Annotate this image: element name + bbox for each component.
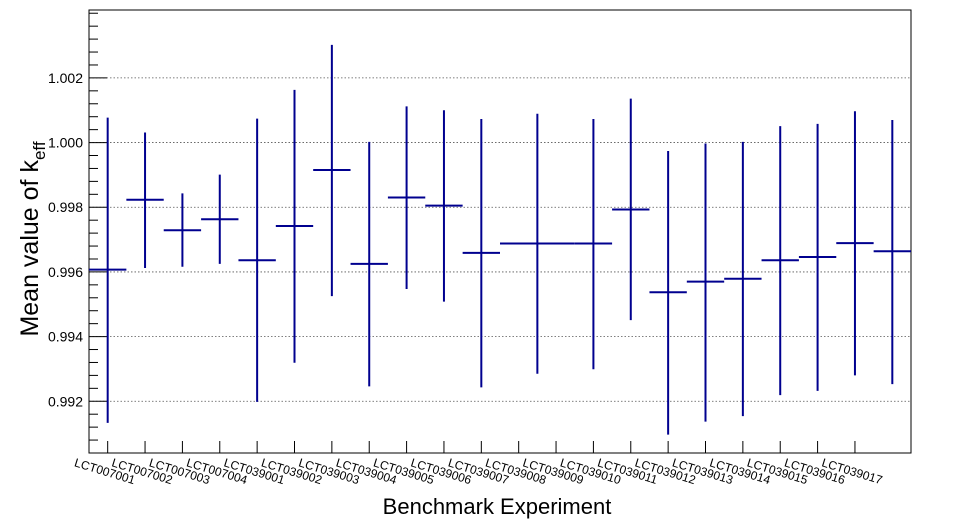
data-point [686,143,725,422]
data-point [724,141,762,417]
data-point [761,126,799,396]
plot-frame [88,9,912,454]
y-axis-title-subscript: eff [30,141,49,160]
data-point [574,118,613,370]
data-series [89,44,911,435]
data-point [163,193,202,267]
data-point [387,106,426,290]
y-tick-label: 0.998 [48,199,83,215]
data-point [798,123,837,391]
axes: 0.9920.9940.9960.9981.0001.002LCT007001L… [48,12,884,487]
data-point [201,174,239,264]
data-point [126,132,164,269]
gridlines [89,77,911,402]
y-axis-title-main: Mean value of k [16,160,44,337]
data-point [462,118,500,388]
data-point [425,110,463,302]
y-tick-label: 0.992 [48,393,83,409]
y-tick-label: 0.996 [48,264,83,280]
y-tick-label: 0.994 [48,329,83,345]
y-axis-title: Mean value of keff [16,141,49,336]
data-point [836,111,874,376]
axis-labels: Benchmark Experiment Mean value of keff [16,141,611,519]
data-point [313,44,351,297]
data-point [500,113,575,374]
data-point [238,118,276,402]
plot-border [88,9,912,454]
data-point [649,150,687,435]
y-tick-label: 1.002 [48,70,83,86]
y-tick-label: 1.000 [48,135,83,151]
x-axis-title: Benchmark Experiment [383,494,612,519]
data-point [89,117,127,423]
data-point [275,89,314,363]
data-point [612,98,650,321]
data-point [350,141,388,387]
data-point [873,119,911,385]
